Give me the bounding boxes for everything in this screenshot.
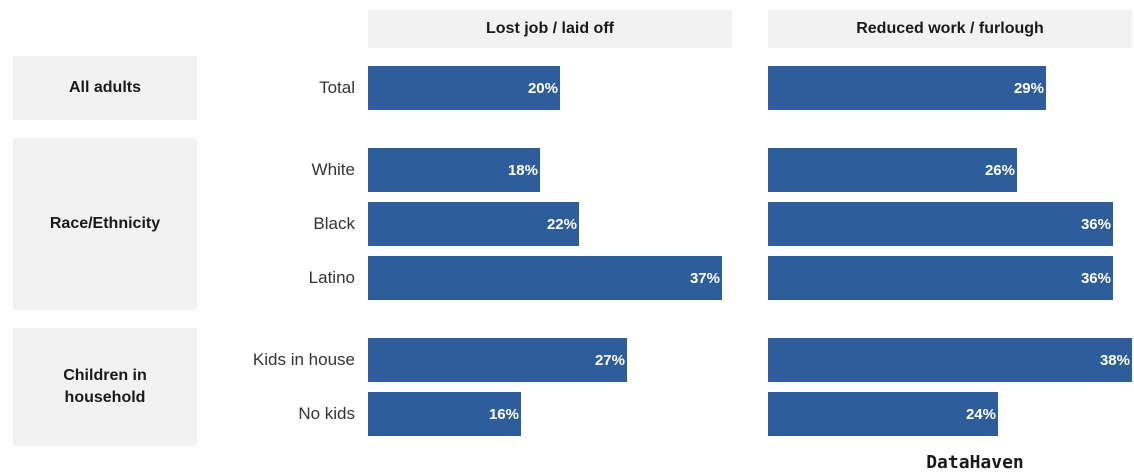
bar-value-label: 16% bbox=[488, 405, 519, 423]
row-label: Total bbox=[319, 78, 355, 97]
row-label: Latino bbox=[308, 268, 355, 287]
bar-value-label: 26% bbox=[984, 161, 1015, 179]
bar bbox=[768, 66, 1046, 110]
bar-value-label: 36% bbox=[1080, 215, 1111, 233]
source-credit: DataHaven bbox=[926, 452, 1024, 473]
row-label: White bbox=[311, 160, 355, 179]
group-label-text: Race/Ethnicity bbox=[49, 215, 161, 232]
group-label-2: Children in household bbox=[13, 328, 197, 446]
group-label-1: Race/Ethnicity bbox=[13, 138, 197, 310]
group-label-text: Children in household bbox=[63, 367, 147, 406]
bar-value-label: 22% bbox=[546, 215, 577, 233]
panel-header-1: Reduced work / furlough bbox=[768, 10, 1132, 48]
bar bbox=[768, 202, 1113, 246]
bar bbox=[368, 256, 722, 300]
bar bbox=[768, 338, 1132, 382]
bar-value-label: 24% bbox=[965, 405, 996, 423]
bar-value-label: 27% bbox=[594, 351, 625, 369]
row-label: No kids bbox=[298, 404, 355, 423]
bar bbox=[368, 148, 540, 192]
bar-value-label: 20% bbox=[527, 79, 558, 97]
bar-value-label: 38% bbox=[1099, 351, 1130, 369]
bar bbox=[768, 256, 1113, 300]
group-label-text: All adults bbox=[68, 79, 141, 96]
bar-value-label: 18% bbox=[507, 161, 538, 179]
bar bbox=[768, 392, 998, 436]
bar bbox=[368, 392, 521, 436]
bar-value-label: 29% bbox=[1013, 79, 1044, 97]
bar bbox=[368, 66, 560, 110]
bar bbox=[368, 338, 627, 382]
panel-header-0: Lost job / laid off bbox=[368, 10, 732, 48]
row-label: Kids in house bbox=[252, 350, 355, 369]
bar-value-label: 36% bbox=[1080, 269, 1111, 287]
group-label-0: All adults bbox=[13, 56, 197, 120]
row-label: Black bbox=[313, 214, 355, 233]
bar-value-label: 37% bbox=[689, 269, 720, 287]
bar bbox=[368, 202, 579, 246]
bar bbox=[768, 148, 1017, 192]
